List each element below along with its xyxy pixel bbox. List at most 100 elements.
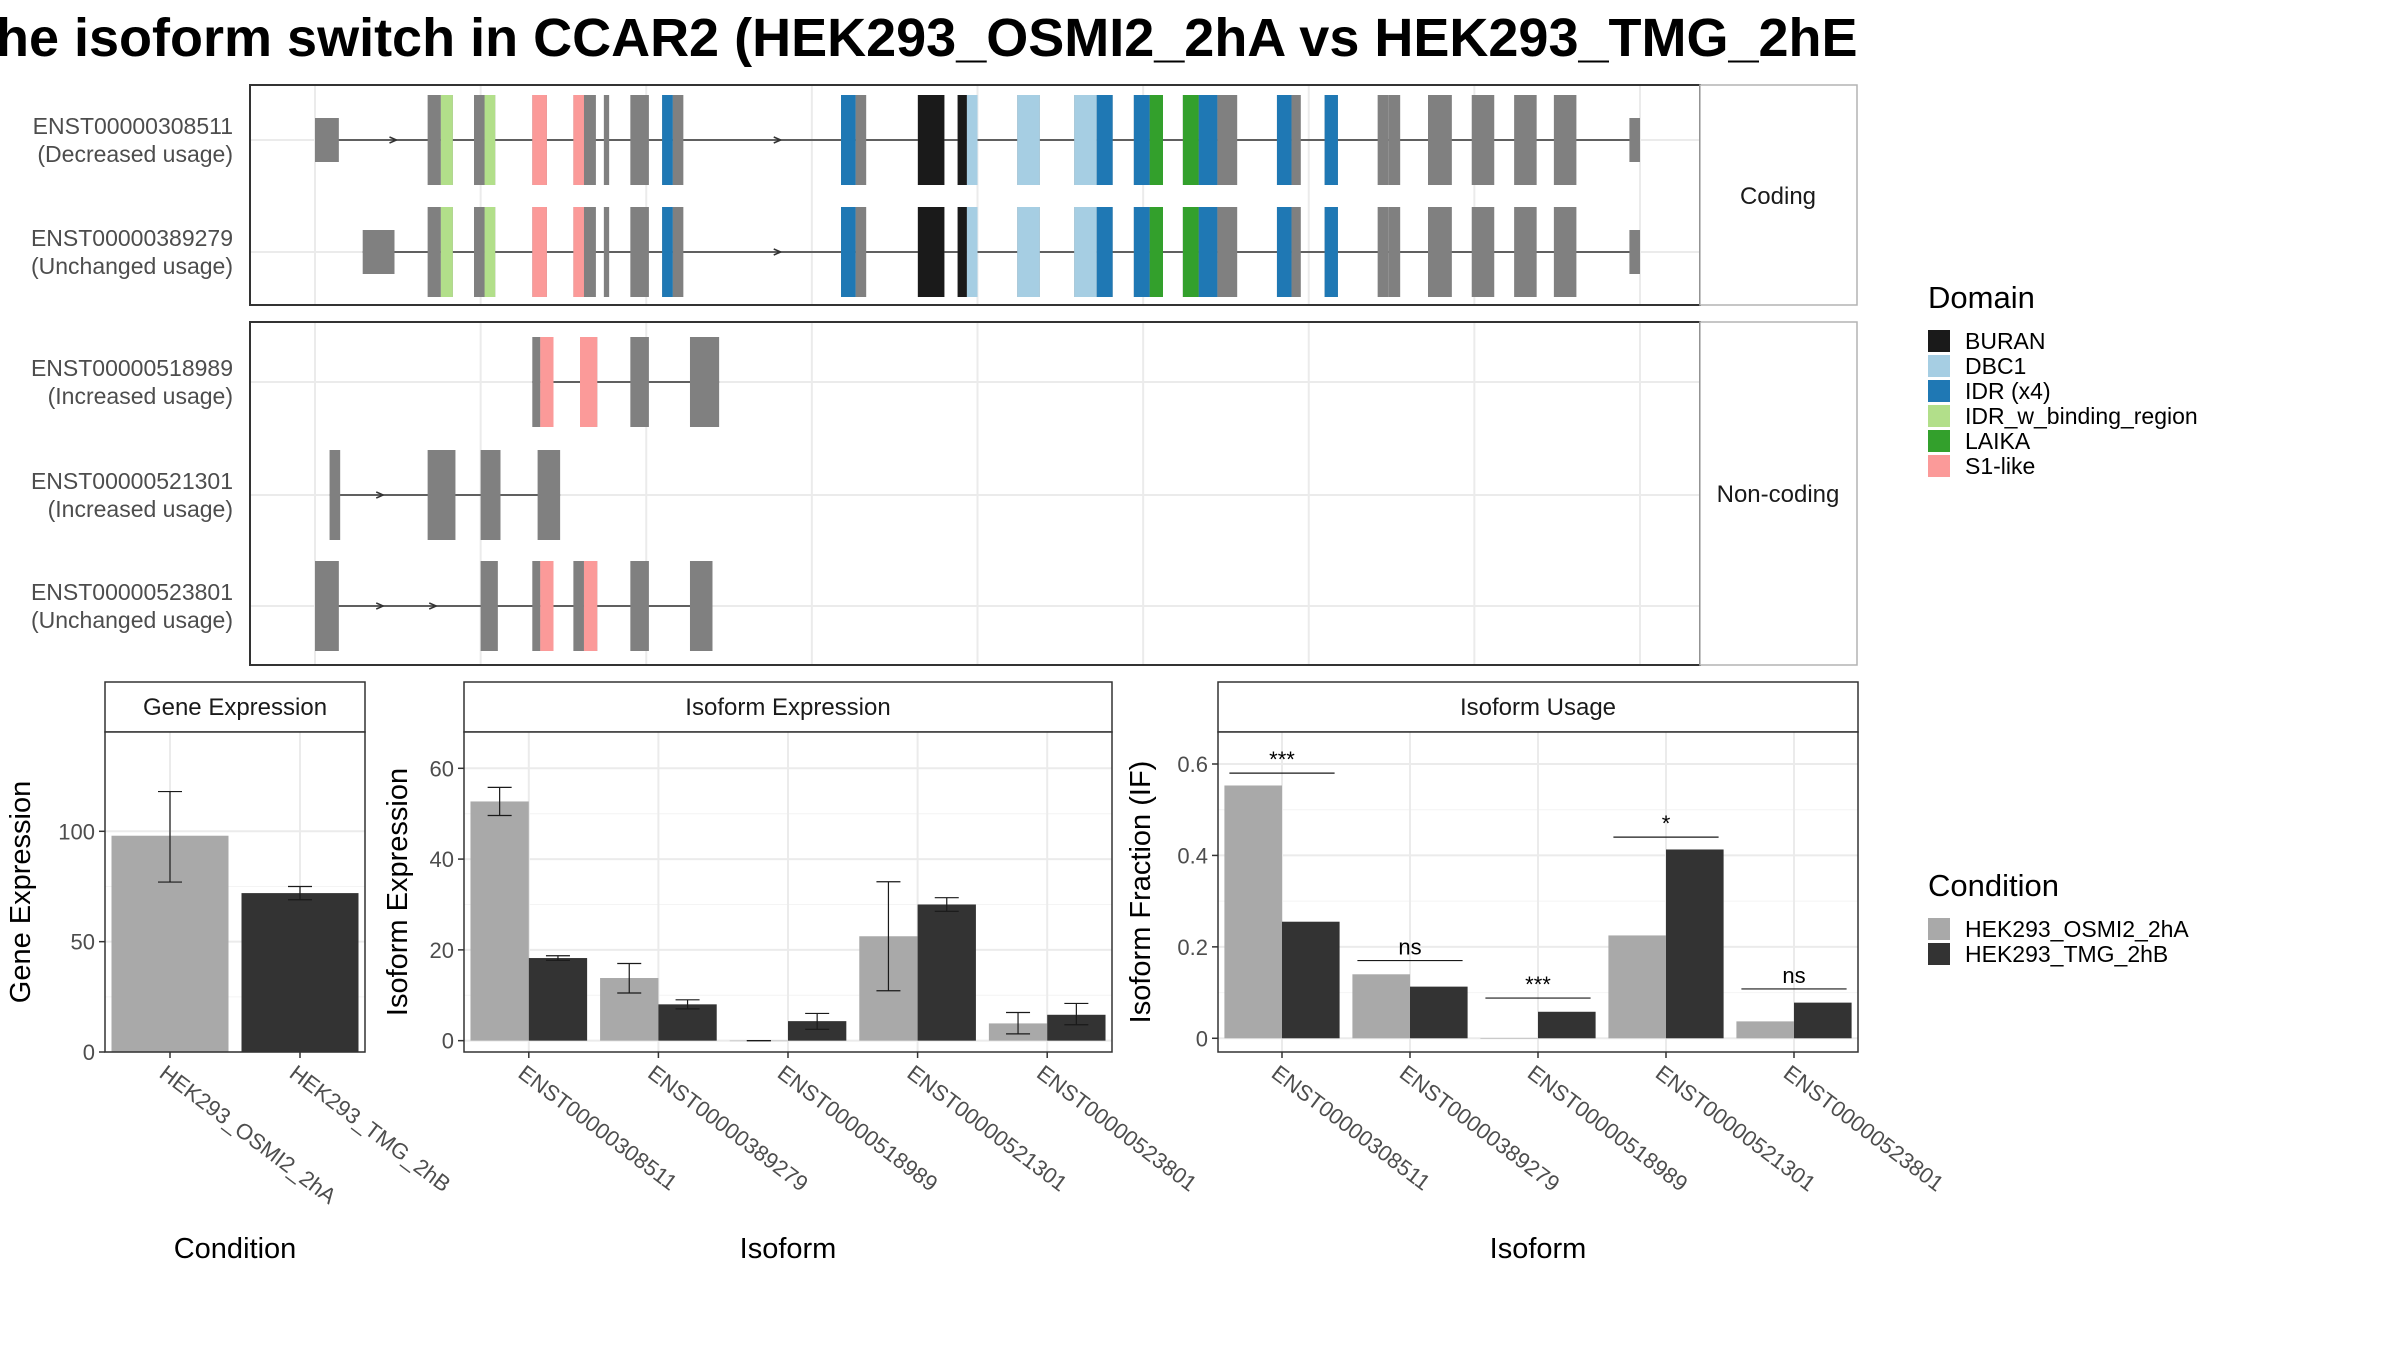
exon [474,207,485,297]
transcript-ENST00000521301 [329,450,561,540]
bar [1410,986,1468,1039]
legend-condition-title: Condition [1928,868,2059,903]
significance-label: ns [1398,935,1421,960]
domain-dbc1 [1074,207,1097,297]
domain-dbc1 [1074,95,1097,185]
exon [1291,207,1301,297]
domain-idr-x4- [1133,207,1150,297]
strip-noncoding [1699,321,1858,666]
x-axis-title: Isoform [740,1233,837,1265]
transcript-id-label: ENST00000521301 [31,468,233,494]
domain-buran [957,95,967,185]
chart-strip [463,681,1113,733]
exon [630,95,649,185]
domain-laika [1182,207,1199,297]
legend-label: S1-like [1965,453,2035,479]
chart-strip [104,681,366,733]
bar [1224,785,1282,1039]
exon [583,95,596,185]
domain-s1-like [532,95,547,185]
transcript-id-label: ENST00000308511 [33,113,233,139]
legend-swatch [1928,355,1950,377]
exon [855,95,867,185]
domain-idr-x4- [1324,95,1338,185]
domain-s1-like [540,337,554,427]
exon [630,337,649,427]
direction-arrow [773,136,783,144]
structure-panel-coding: Coding [249,84,1858,306]
domain-idr-x4- [1198,207,1218,297]
domain-dbc1 [1017,95,1040,185]
domain-s1-like [573,207,584,297]
domain-s1-like [540,561,554,651]
y-axis-title: Isoform Expression [382,768,414,1016]
bar [788,1021,847,1041]
chart-title: Gene Expression [143,694,327,721]
transcript-usage-label: (Unchanged usage) [31,253,233,279]
x-axis-title: Condition [174,1233,297,1265]
transcript-usage-label: (Unchanged usage) [31,607,233,633]
exon [532,561,541,651]
exon [1471,207,1495,297]
exon [532,337,541,427]
error-bar [617,962,642,994]
significance-label: * [1662,811,1671,836]
chart-title: Isoform Usage [1460,694,1616,721]
exon [630,207,649,297]
bar [1538,1011,1596,1039]
significance-label: *** [1269,747,1295,772]
legend-swatch [1928,405,1950,427]
exon [1428,95,1452,185]
y-tick-label: 0 [83,1040,95,1065]
exon [427,207,441,297]
bar [1352,974,1410,1039]
y-axis-title: Isoform Fraction (IF) [1125,761,1157,1024]
chart-isoform-expression: Isoform Expression0204060ENST00000308511… [382,681,1202,1265]
chart-gene-expression: Gene Expression050100HEK293_OSMI2_2hAHEK… [5,681,455,1265]
domain-dbc1 [1017,207,1040,297]
exon [480,561,498,651]
transcript-id-label: ENST00000518989 [31,355,233,381]
bar [917,904,976,1041]
domain-laika [1182,95,1199,185]
domain-idr-w-binding-region [440,95,453,185]
transcript-usage-label: (Increased usage) [48,383,233,409]
error-bar [288,885,312,901]
exon [1217,207,1238,297]
transcript-labels: ENST00000308511(Decreased usage) ENST0000… [31,113,233,633]
direction-arrow [375,491,386,499]
legend-swatch [1928,380,1950,402]
error-bar [876,881,901,992]
legend-swatch [1928,330,1950,352]
legend-label: LAIKA [1965,428,2031,454]
error-bar [675,999,700,1010]
exon [855,207,867,297]
transcript-usage-label: (Decreased usage) [37,141,233,167]
legend-domain-title: Domain [1928,280,2035,315]
transcript-ENST00000518989 [532,337,720,427]
transcript-ENST00000308511 [315,95,1640,185]
domain-idr-w-binding-region [440,207,453,297]
error-bar [487,786,512,817]
bar [1666,849,1724,1039]
strip-label-noncoding: Non-coding [1717,481,1840,508]
domain-laika [1149,207,1163,297]
bar [241,893,359,1052]
legend-label: IDR (x4) [1965,378,2051,404]
domain-idr-x4- [1096,207,1113,297]
exon [1471,95,1495,185]
y-tick-label: 0.2 [1177,935,1208,960]
exon [1388,95,1401,185]
significance-label: ns [1782,963,1805,988]
bar [1480,1038,1538,1039]
chart-title: Isoform Expression [685,694,890,721]
domain-idr-w-binding-region [484,95,496,185]
domain-s1-like [573,95,584,185]
exon [689,337,720,427]
legend-label: DBC1 [1965,353,2026,379]
plot-frame [104,731,366,1053]
legend-label: HEK293_TMG_2hB [1965,941,2168,967]
figure-title: he isoform switch in CCAR2 (HEK293_OSMI2… [0,8,1858,68]
